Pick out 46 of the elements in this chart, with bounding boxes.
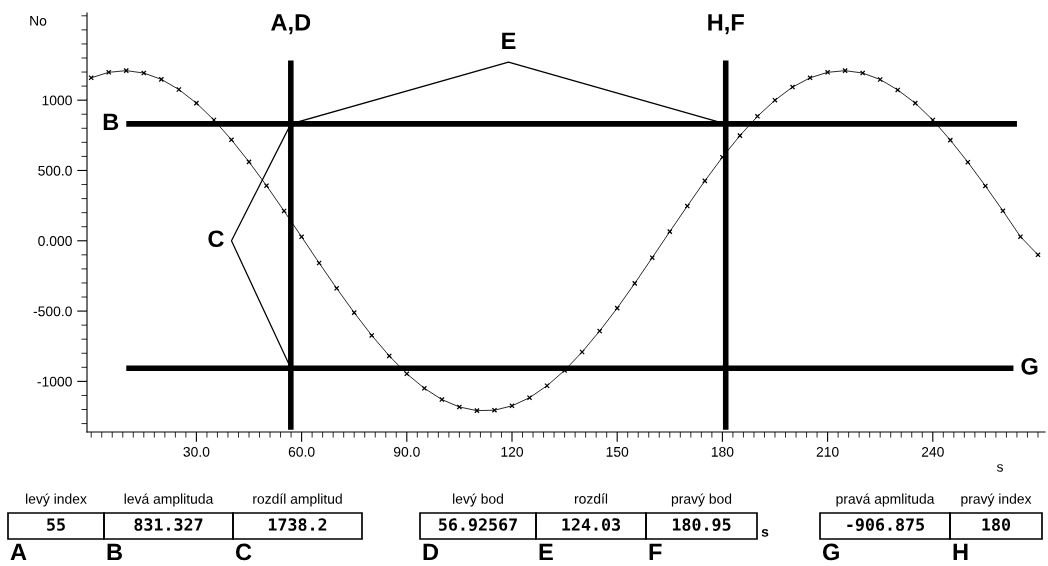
text: E [539,543,553,561]
text: 56.92567 [439,518,517,531]
text: D [423,543,439,561]
text: 1738.2 [268,518,327,531]
x-tick-label: 60.0 [288,446,315,457]
ref-line-label: G [1021,357,1038,375]
ref-line-label: A,D [271,14,311,35]
text: F [649,543,662,561]
text: 180 [982,518,1011,531]
text: -906.875 [847,518,925,531]
x-tick-label: 240 [921,446,944,457]
x-tick-label: 210 [816,446,839,457]
ref-line-label: B [103,113,119,130]
text: 831.327 [134,518,203,531]
x-axis-title: s [996,464,1003,472]
text: levá amplituda [124,493,214,507]
x-tick-label: 30.0 [183,446,210,457]
text: pravý index [961,493,1032,507]
text: G [822,543,839,561]
text: s [761,529,769,537]
y-tick-label: -1000 [37,376,72,387]
x-tick-label: 150 [606,446,629,457]
x-tick-label: 180 [711,446,734,457]
y-tick-label: -500.0 [33,306,72,317]
y-tick-label: 0.000 [38,236,72,246]
annotation: C [208,230,224,248]
x-tick-label: 90.0 [393,446,420,457]
y-axis-title: No [30,16,47,26]
y-tick-label: 1000 [42,95,72,106]
x-tick-label: 120 [501,446,524,457]
text: 180.95 [672,518,731,531]
text: B [107,543,122,561]
text: A [10,543,27,561]
text: H [953,543,968,561]
text: rozdíl [574,493,608,504]
y-tick-label: 500.0 [38,165,72,176]
text: pravý bod [671,493,732,507]
ref-line-label: H,F [708,14,744,35]
text: levý index [26,493,87,507]
annotation: E [502,32,516,49]
text: rozdíl amplitud [253,493,342,507]
text: 124.03 [562,518,621,531]
text: 55 [47,518,65,531]
text: levý bod [453,493,503,507]
text: C [235,543,252,561]
text: pravá apmlituda [836,493,935,507]
